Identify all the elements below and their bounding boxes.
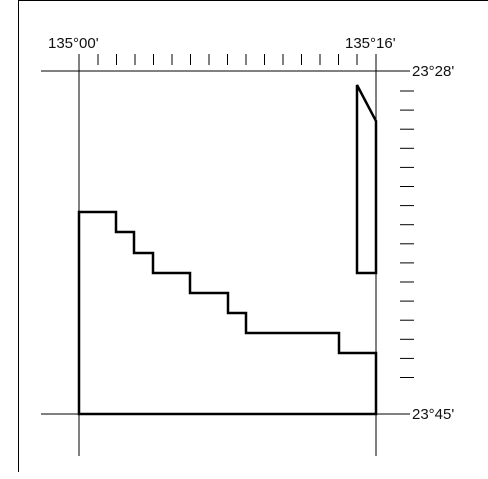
top-tick-marks: [97, 54, 358, 65]
latitude-label-south: 23°45': [412, 406, 454, 423]
eastern-wedge-area-outline: [355, 84, 378, 275]
longitude-label-east: 135°16': [345, 35, 396, 52]
longitude-label-west: 135°00': [48, 35, 99, 52]
main-stepped-area-outline: [77, 210, 378, 416]
latitude-label-north: 23°28': [412, 63, 454, 80]
right-tick-marks: [400, 90, 414, 378]
